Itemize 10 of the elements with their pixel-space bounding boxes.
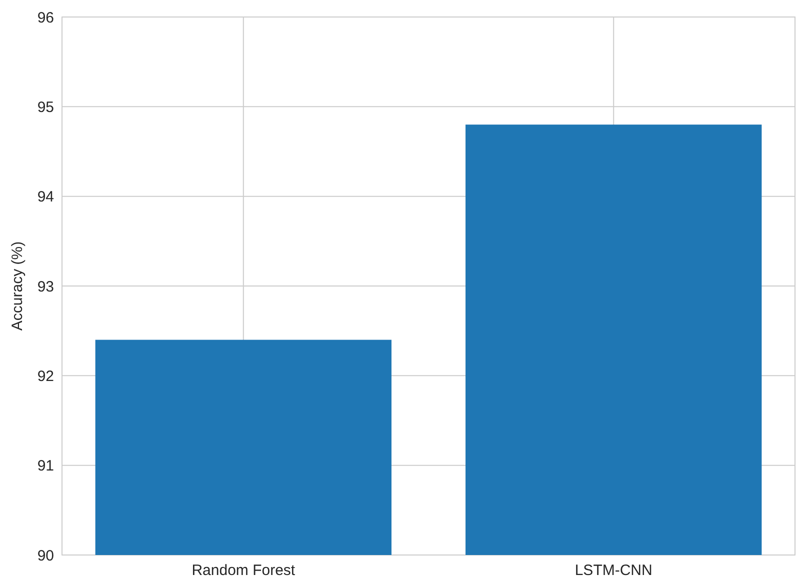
y-tick-label: 92 [37, 368, 54, 385]
y-tick-label: 95 [37, 98, 54, 116]
y-tick-label: 96 [37, 9, 54, 26]
x-tick-label: LSTM-CNN [574, 562, 652, 577]
y-axis-title: Accuracy (%) [9, 241, 26, 331]
y-tick-label: 91 [37, 458, 54, 475]
y-tick-label: 94 [37, 188, 54, 206]
x-tick-label: Random Forest [192, 562, 296, 577]
y-tick-label: 90 [37, 547, 54, 564]
y-tick-label: 93 [37, 278, 54, 296]
